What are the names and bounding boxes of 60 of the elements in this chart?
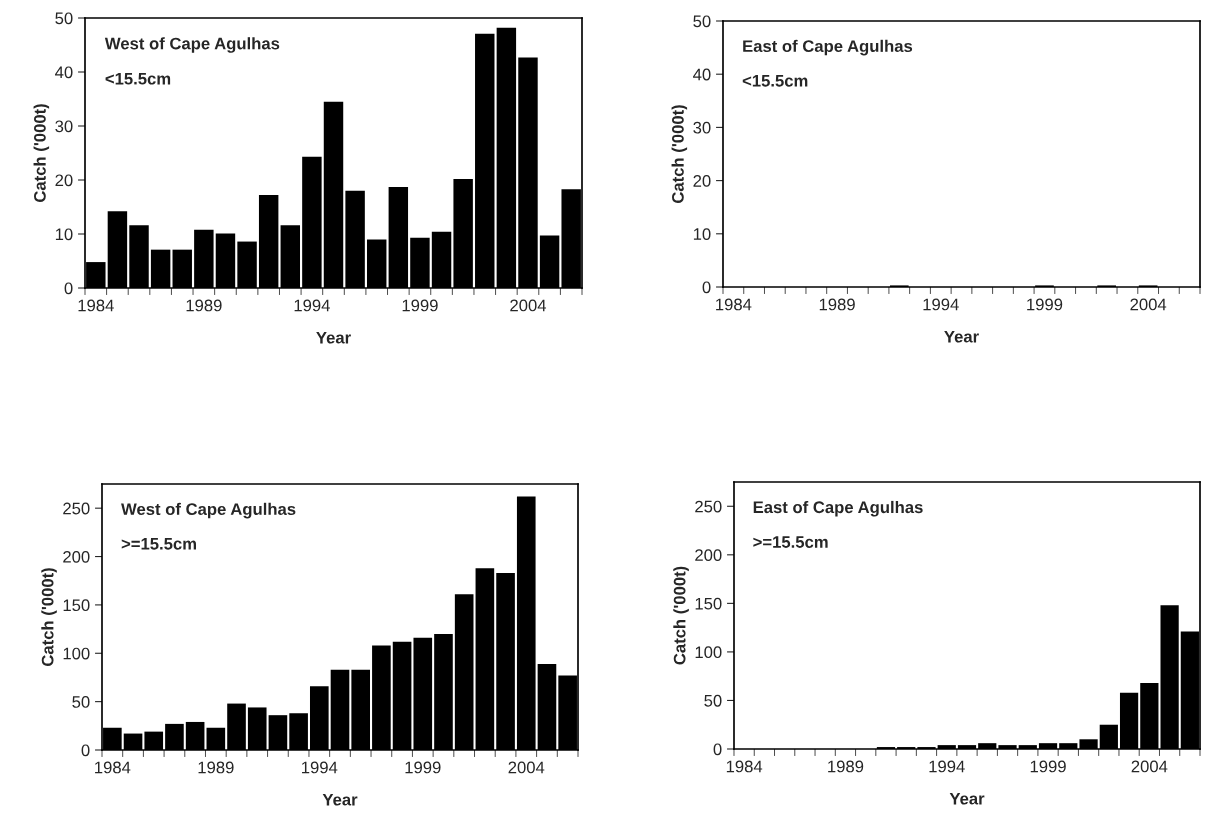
x-tick-label: 1984	[95, 761, 131, 774]
x-tick-label: 1999	[402, 299, 438, 312]
x-tick-label: 1989	[186, 299, 222, 312]
y-tick-label: 200	[695, 549, 722, 562]
x-tick-label: 1989	[198, 761, 234, 774]
y-tick-label: 40	[693, 68, 711, 81]
x-tick-label: 1994	[302, 761, 338, 774]
y-tick-label: 30	[693, 121, 711, 134]
y-tick-label: 20	[693, 175, 711, 187]
x-axis-title: Year	[944, 330, 979, 343]
y-tick-label: 100	[63, 647, 90, 660]
y-tick-label: 0	[702, 281, 711, 294]
y-tick-label: 50	[72, 696, 90, 708]
y-tick-label: 50	[704, 694, 722, 707]
y-tick-label: 0	[81, 744, 90, 757]
y-tick-label: 150	[63, 599, 90, 612]
x-tick-label: 1994	[294, 299, 330, 312]
y-tick-label: 200	[63, 550, 90, 563]
y-tick-label: 250	[695, 500, 722, 513]
text: >=15.5cm	[121, 538, 196, 550]
y-tick-label: 40	[55, 66, 73, 79]
x-tick-label: 1999	[405, 761, 441, 774]
x-axis-title: Year	[316, 331, 351, 344]
text: >=15.5cm	[753, 536, 828, 548]
y-tick-label: 250	[63, 502, 90, 515]
y-tick-label: 100	[695, 646, 722, 659]
x-tick-label: 1999	[1027, 298, 1063, 311]
x-tick-label: 1984	[726, 760, 763, 773]
x-tick-label: 1994	[929, 760, 965, 773]
x-tick-label: 2004	[510, 299, 547, 312]
x-tick-label: 1984	[78, 299, 114, 312]
x-tick-label: 1984	[716, 298, 752, 311]
x-tick-label: 2004	[1130, 298, 1167, 311]
x-tick-label: 2004	[508, 761, 545, 774]
y-tick-label: 0	[64, 282, 73, 295]
text: <15.5cm	[105, 72, 171, 85]
x-tick-label: 2004	[1131, 760, 1168, 773]
y-axis-title: Catch ('000t)	[41, 568, 57, 666]
y-tick-label: 30	[55, 120, 73, 133]
x-tick-label: 1989	[819, 298, 855, 311]
text: East of Cape Agulhas	[743, 39, 913, 56]
text: <15.5cm	[742, 75, 808, 87]
x-tick-label: 1999	[1030, 760, 1066, 773]
y-tick-label: 150	[695, 597, 722, 610]
y-tick-label: 10	[55, 228, 73, 241]
y-axis-title: Catch ('000t)	[673, 566, 689, 665]
x-tick-label: 1989	[828, 760, 864, 773]
text: West of Cape Agulhas	[121, 502, 296, 519]
y-axis-title: Catch ('000t)	[671, 105, 688, 203]
y-tick-label: 50	[693, 15, 711, 28]
y-tick-label: 0	[713, 743, 722, 756]
x-axis-title: Year	[949, 792, 985, 805]
y-tick-label: 20	[55, 174, 73, 187]
y-tick-label: 10	[693, 228, 711, 240]
x-axis-title: Year	[322, 793, 358, 806]
text: West of Cape Agulhas	[104, 37, 280, 53]
x-tick-label: 1994	[923, 298, 959, 311]
text: East of Cape Agulhas	[753, 500, 923, 517]
y-axis-title: Catch ('000t)	[33, 104, 50, 202]
y-tick-label: 50	[55, 12, 73, 25]
